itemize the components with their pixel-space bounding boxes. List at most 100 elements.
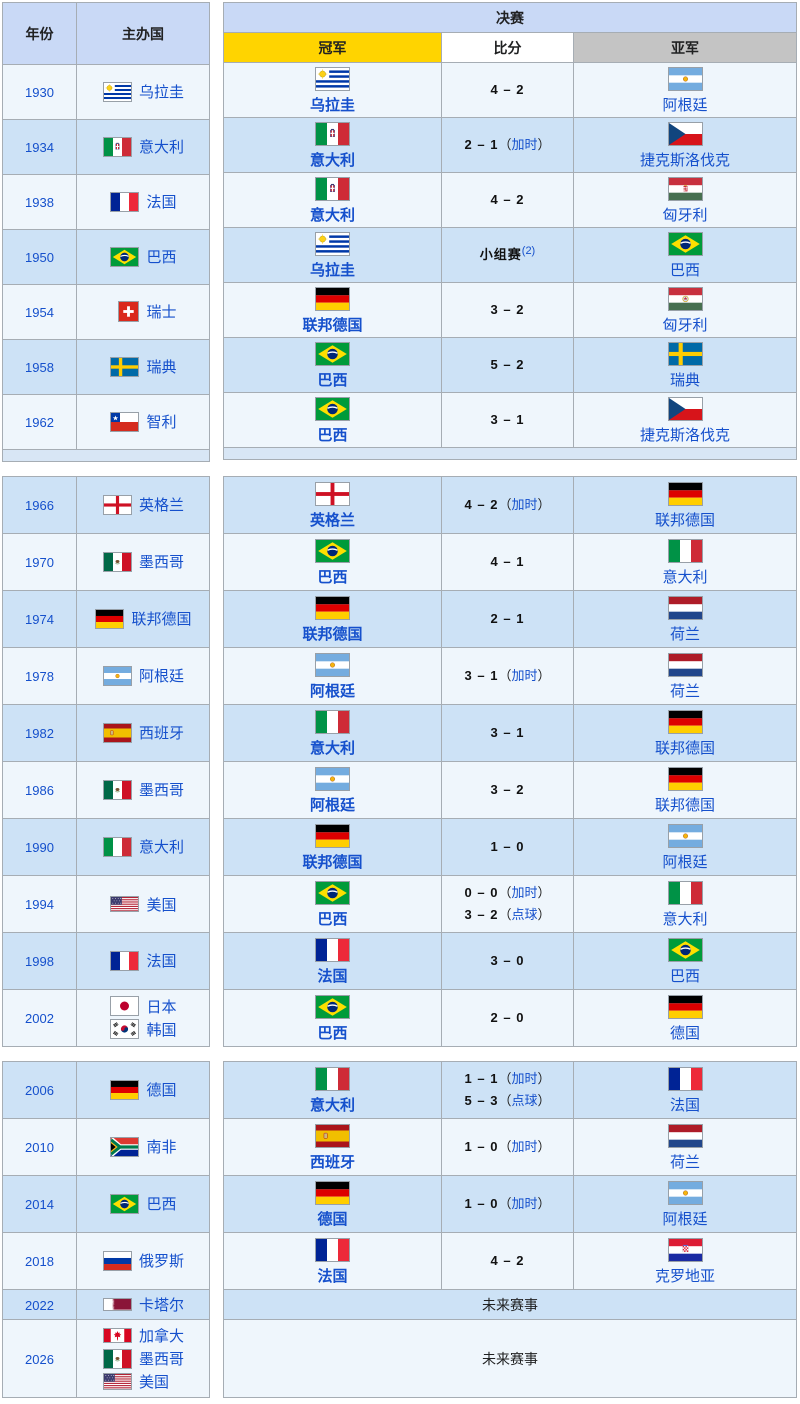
runner-up-country-link[interactable]: 意大利 <box>662 910 708 928</box>
host-country-link[interactable]: 智利 <box>146 414 177 432</box>
score-note-link[interactable]: 点球 <box>511 1093 538 1108</box>
host-country-link[interactable]: 韩国 <box>146 1021 177 1039</box>
score-note-link[interactable]: 点球 <box>511 907 538 922</box>
host-country-link[interactable]: 德国 <box>146 1082 177 1100</box>
score-note-link[interactable]: 加时 <box>511 1139 538 1155</box>
runner-up-country-link[interactable]: 荷兰 <box>669 682 700 700</box>
runner-up-country-link[interactable]: 荷兰 <box>669 625 700 643</box>
year-link[interactable]: 2014 <box>25 1197 54 1212</box>
year-link[interactable]: 1934 <box>25 140 54 155</box>
host-country-link[interactable]: 法国 <box>146 953 177 971</box>
runner-up-country-link[interactable]: 意大利 <box>662 568 708 586</box>
host-country-link[interactable]: 巴西 <box>146 249 177 267</box>
runner-up-country-link[interactable]: 捷克斯洛伐克 <box>639 151 730 169</box>
score-note-link[interactable]: 加时 <box>511 137 538 153</box>
year-link[interactable]: 2010 <box>25 1140 54 1155</box>
runner-up-country-link[interactable]: 克罗地亚 <box>654 1267 715 1285</box>
champion-country-link[interactable]: 法国 <box>317 1267 348 1285</box>
host-country-link[interactable]: 卡塔尔 <box>138 1297 184 1314</box>
runner-up-country-link[interactable]: 阿根廷 <box>662 1210 708 1228</box>
runner-up-country-link[interactable]: 阿根廷 <box>662 853 708 871</box>
year-link[interactable]: 1986 <box>25 783 54 798</box>
host-country-link[interactable]: 墨西哥 <box>138 1351 184 1368</box>
champion-country-link[interactable]: 联邦德国 <box>302 316 363 334</box>
champion-country-link[interactable]: 巴西 <box>317 371 348 389</box>
host-country-link[interactable]: 巴西 <box>146 1196 177 1214</box>
champion-country-link[interactable]: 巴西 <box>317 568 348 586</box>
year-link[interactable]: 1978 <box>25 669 54 684</box>
score-note-link[interactable]: 加时 <box>511 1071 538 1087</box>
runner-up-country-link[interactable]: 巴西 <box>669 261 700 279</box>
champion-country-link[interactable]: 乌拉圭 <box>309 261 355 279</box>
year-link[interactable]: 2026 <box>25 1351 54 1367</box>
host-country-link[interactable]: 意大利 <box>138 839 184 857</box>
champion-country-link[interactable]: 巴西 <box>317 1024 348 1042</box>
year-link[interactable]: 1954 <box>25 305 54 320</box>
year-link[interactable]: 1970 <box>25 555 54 570</box>
champion-country-link[interactable]: 巴西 <box>317 910 348 928</box>
champion-country-link[interactable]: 法国 <box>317 967 348 985</box>
host-country-link[interactable]: 瑞典 <box>146 359 177 377</box>
host-country-link[interactable]: 意大利 <box>138 139 184 157</box>
champion-country-link[interactable]: 西班牙 <box>309 1153 355 1171</box>
year-link[interactable]: 1994 <box>25 897 54 912</box>
year-link[interactable]: 2018 <box>25 1254 54 1269</box>
runner-up-country-link[interactable]: 捷克斯洛伐克 <box>639 426 730 444</box>
year-link[interactable]: 1950 <box>25 250 54 265</box>
runner-up-country-link[interactable]: 巴西 <box>669 967 700 985</box>
host-country-link[interactable]: 乌拉圭 <box>138 84 184 102</box>
score-footnote-link[interactable]: (2) <box>521 244 536 257</box>
year-link[interactable]: 1974 <box>25 612 54 627</box>
host-country-link[interactable]: 美国 <box>146 896 177 914</box>
runner-up-country-link[interactable]: 联邦德国 <box>654 511 715 529</box>
runner-up-country-link[interactable]: 匈牙利 <box>662 316 708 334</box>
host-country-link[interactable]: 美国 <box>138 1374 169 1391</box>
year-link[interactable]: 2002 <box>25 1011 54 1026</box>
year-link[interactable]: 1938 <box>25 195 54 210</box>
host-country-link[interactable]: 阿根廷 <box>138 668 184 686</box>
runner-up-country-link[interactable]: 瑞典 <box>669 371 700 389</box>
host-country-link[interactable]: 日本 <box>146 998 177 1016</box>
champion-country-link[interactable]: 意大利 <box>309 1096 355 1114</box>
champion-country-link[interactable]: 联邦德国 <box>302 625 363 643</box>
score-note-link[interactable]: 加时 <box>511 885 538 901</box>
runner-up-country-link[interactable]: 阿根廷 <box>662 96 708 114</box>
champion-country-link[interactable]: 意大利 <box>309 739 355 757</box>
host-country-link[interactable]: 英格兰 <box>138 497 184 515</box>
host-country-link[interactable]: 南非 <box>146 1139 177 1157</box>
score-note-link[interactable]: 加时 <box>511 497 538 513</box>
year-link[interactable]: 1930 <box>25 85 54 100</box>
year-link[interactable]: 1982 <box>25 726 54 741</box>
runner-up-country-link[interactable]: 匈牙利 <box>662 206 708 224</box>
host-country-link[interactable]: 加拿大 <box>138 1328 184 1345</box>
runner-up-country-link[interactable]: 德国 <box>669 1024 700 1042</box>
year-link[interactable]: 2006 <box>25 1083 54 1098</box>
score-note-link[interactable]: 加时 <box>511 668 538 684</box>
runner-up-country-link[interactable]: 荷兰 <box>669 1153 700 1171</box>
champion-country-link[interactable]: 意大利 <box>309 151 355 169</box>
year-link[interactable]: 1998 <box>25 954 54 969</box>
host-country-link[interactable]: 联邦德国 <box>131 611 192 629</box>
champion-country-link[interactable]: 阿根廷 <box>309 796 355 814</box>
year-link[interactable]: 1966 <box>25 498 54 513</box>
year-link[interactable]: 1990 <box>25 840 54 855</box>
year-link[interactable]: 1958 <box>25 360 54 375</box>
champion-country-link[interactable]: 乌拉圭 <box>309 96 355 114</box>
champion-country-link[interactable]: 阿根廷 <box>309 682 355 700</box>
champion-country-link[interactable]: 联邦德国 <box>302 853 363 871</box>
host-country-link[interactable]: 瑞士 <box>146 304 177 321</box>
runner-up-country-link[interactable]: 法国 <box>669 1096 700 1114</box>
score-note-link[interactable]: 加时 <box>511 1196 538 1212</box>
host-country-link[interactable]: 俄罗斯 <box>138 1253 184 1271</box>
runner-up-country-link[interactable]: 联邦德国 <box>654 739 715 757</box>
host-country-link[interactable]: 法国 <box>146 194 177 212</box>
host-country-link[interactable]: 墨西哥 <box>138 782 184 800</box>
champion-country-link[interactable]: 意大利 <box>309 206 355 224</box>
champion-country-link[interactable]: 英格兰 <box>309 511 355 529</box>
champion-country-link[interactable]: 巴西 <box>317 426 348 444</box>
year-link[interactable]: 1962 <box>25 415 54 430</box>
host-country-link[interactable]: 墨西哥 <box>138 554 184 572</box>
runner-up-country-link[interactable]: 联邦德国 <box>654 796 715 814</box>
year-link[interactable]: 2022 <box>25 1297 54 1313</box>
host-country-link[interactable]: 西班牙 <box>138 725 184 743</box>
